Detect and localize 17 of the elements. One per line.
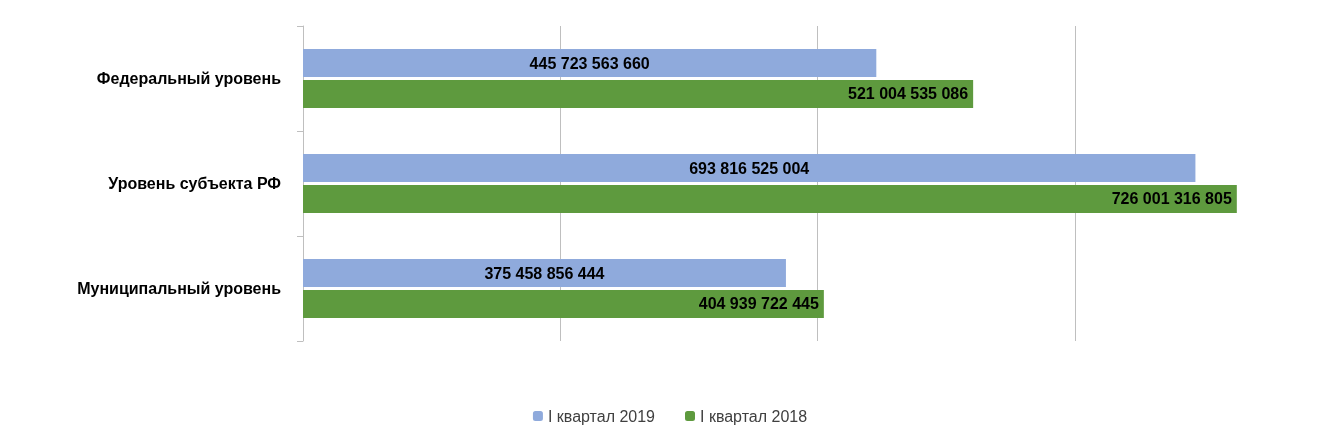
y-tick-label: Уровень субъекта РФ (108, 175, 282, 192)
legend-label: I квартал 2018 (700, 407, 808, 425)
data-label: 445 723 563 660 (529, 54, 650, 72)
bar (303, 79, 974, 108)
legend-label: I квартал 2019 (547, 407, 656, 425)
y-tick-label: Федеральный уровень (96, 70, 282, 87)
data-label: 375 458 856 444 (484, 264, 605, 282)
bar (303, 154, 1196, 183)
y-tick-label: Муниципальный уровень (77, 280, 282, 297)
bar (303, 289, 824, 318)
data-label: 693 816 525 004 (689, 159, 810, 177)
data-label: 404 939 722 445 (698, 295, 819, 313)
bar (303, 259, 786, 288)
data-label: 521 004 535 086 (848, 85, 969, 103)
bar (303, 184, 1237, 213)
data-label: 726 001 316 805 (1111, 190, 1232, 208)
bar (303, 49, 877, 78)
